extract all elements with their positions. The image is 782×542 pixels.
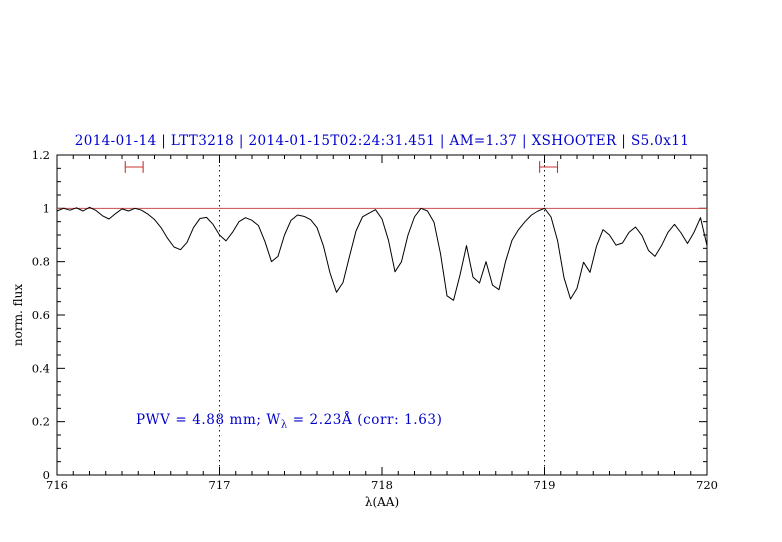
- x-tick-label: 718: [371, 478, 393, 492]
- pwv-annotation: PWV = 4.88 mm; Wλ = 2.23Å (corr: 1.63): [136, 412, 442, 431]
- x-tick-label: 720: [696, 478, 718, 492]
- spectrum-line: [56, 206, 708, 301]
- y-tick-label: 0.4: [32, 361, 50, 375]
- pwv-annotation-prefix: PWV = 4.88 mm; W: [136, 412, 281, 428]
- pwv-annotation-lambda-subscript: λ: [280, 419, 288, 431]
- y-tick-label: 0: [43, 468, 50, 482]
- x-axis-label: λ(AA): [364, 495, 400, 509]
- y-axis-label: norm. flux: [11, 283, 25, 347]
- y-tick-label: 0.2: [32, 415, 50, 429]
- y-tick-label: 1: [43, 201, 50, 215]
- y-tick-label: 0.6: [32, 308, 50, 322]
- pwv-annotation-suffix: = 2.23Å (corr: 1.63): [287, 412, 443, 428]
- x-tick-label: 716: [46, 478, 68, 492]
- plot-title: 2014-01-14 | LTT3218 | 2014-01-15T02:24:…: [74, 133, 690, 149]
- x-tick-label: 717: [209, 478, 231, 492]
- x-tick-label: 719: [534, 478, 556, 492]
- y-tick-label: 0.8: [32, 255, 50, 269]
- y-tick-label: 1.2: [32, 148, 50, 162]
